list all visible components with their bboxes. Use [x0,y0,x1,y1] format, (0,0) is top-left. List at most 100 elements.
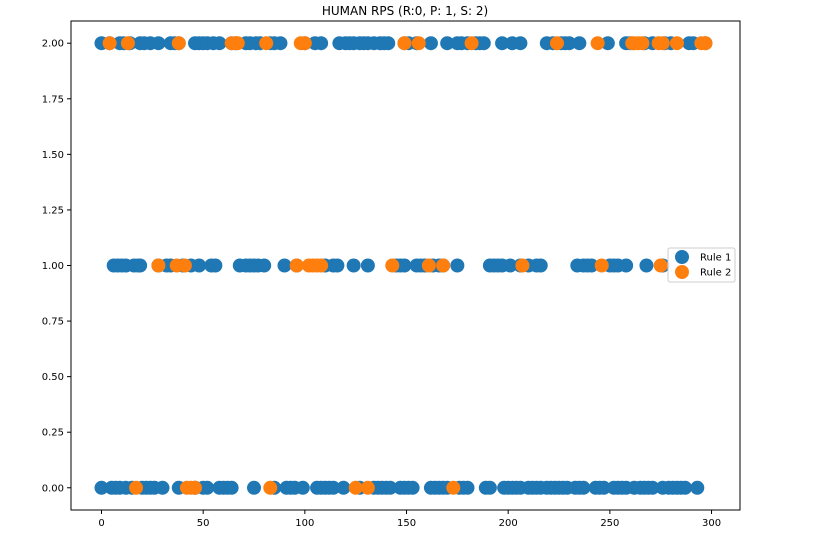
data-point [330,258,345,273]
y-tick-label: 1.00 [42,261,64,272]
data-point [515,258,530,273]
legend-marker [675,265,689,279]
data-point [295,480,310,495]
data-point [348,480,363,495]
data-point [446,480,461,495]
series-rule-2 [102,36,713,495]
y-tick-label: 1.75 [42,94,64,105]
data-point [584,258,599,273]
y-tick-label: 0.00 [42,483,64,494]
data-point [102,36,117,51]
data-point [464,36,479,51]
data-point [326,480,341,495]
data-point [263,480,278,495]
data-point [495,36,510,51]
data-point [192,258,207,273]
data-point [639,258,654,273]
data-point [669,36,684,51]
data-point [188,480,203,495]
data-point [200,480,215,495]
y-tick-label: 2.00 [42,39,64,50]
data-point [600,36,615,51]
data-point [314,258,329,273]
legend-label: Rule 1 [700,253,731,264]
data-point [247,480,262,495]
data-point [151,258,166,273]
data-point [383,480,398,495]
data-point [257,258,272,273]
data-point [289,258,304,273]
data-point [397,258,412,273]
data-point [314,36,329,51]
data-point [129,480,144,495]
data-point [208,258,223,273]
data-point [94,480,109,495]
y-tick-label: 0.25 [42,428,64,439]
data-point [423,36,438,51]
data-point [678,480,693,495]
data-point [476,36,491,51]
data-point [549,36,564,51]
legend-marker [675,250,689,264]
data-point [645,480,660,495]
legend: Rule 1 Rule 2 [667,247,736,283]
data-point [346,258,361,273]
y-tick-label: 1.25 [42,205,64,216]
data-point [572,36,587,51]
data-point [411,36,426,51]
data-point [460,480,475,495]
y-tick-label: 0.75 [42,317,64,328]
data-point [562,36,577,51]
y-tick-label: 1.50 [42,150,64,161]
data-point [690,480,705,495]
data-point [440,36,455,51]
x-tick-label: 100 [295,518,314,529]
data-point [171,36,186,51]
data-point [421,258,436,273]
data-point [436,258,451,273]
data-point [381,36,396,51]
data-point [212,36,227,51]
data-point [151,36,166,51]
data-point [513,36,528,51]
data-point [619,258,634,273]
data-point [698,36,713,51]
x-tick-label: 250 [600,518,619,529]
x-tick-label: 50 [197,518,210,529]
y-axis: 0.00 0.25 0.50 0.75 1.00 1.25 1.50 1.75 2.00 [42,39,71,494]
data-point [405,480,420,495]
data-point [590,36,605,51]
data-point [655,36,670,51]
data-point [133,258,148,273]
x-tick-label: 0 [98,518,104,529]
data-point [224,480,239,495]
x-tick-label: 200 [499,518,518,529]
data-point [360,258,375,273]
chart-title: HUMAN RPS (R:0, P: 1, S: 2) [322,4,488,18]
data-point [397,36,412,51]
data-point [653,258,668,273]
data-point [503,258,518,273]
data-point [297,36,312,51]
data-point [273,36,288,51]
data-point [360,480,375,495]
data-point [635,36,650,51]
y-tick-label: 0.50 [42,372,64,383]
data-point [594,258,609,273]
data-point [385,258,400,273]
data-point [482,480,497,495]
data-point [155,480,170,495]
data-point [230,36,245,51]
data-point [177,258,192,273]
x-tick-label: 150 [397,518,416,529]
data-point [259,36,274,51]
plot-area [70,20,741,511]
x-tick-label: 300 [702,518,721,529]
data-point [277,258,292,273]
data-point [576,480,591,495]
legend-label: Rule 2 [700,268,731,279]
data-point [336,480,351,495]
data-point [596,480,611,495]
data-point [120,36,135,51]
